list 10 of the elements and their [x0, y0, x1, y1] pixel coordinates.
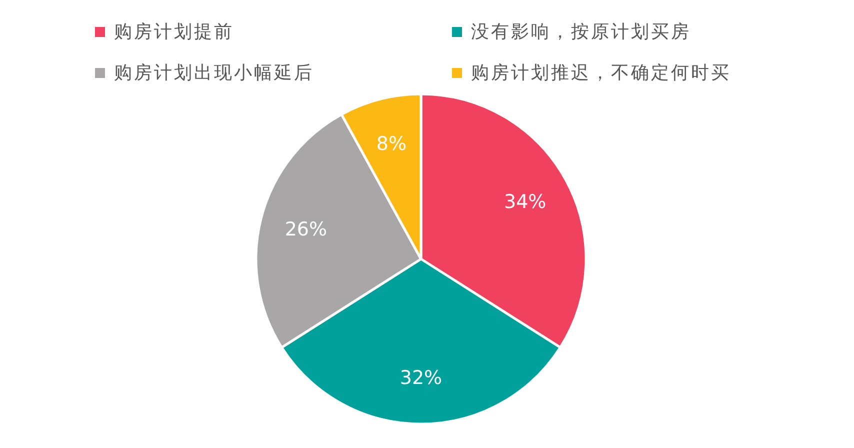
pie-slice	[255, 113, 422, 349]
legend-label: 没有影响，按原计划买房	[471, 22, 691, 42]
legend-label: 购房计划出现小幅延后	[114, 62, 314, 84]
data-label: 26%	[284, 218, 328, 240]
data-label: 34%	[504, 190, 546, 213]
data-label: 32%	[400, 366, 442, 389]
pie-slice	[340, 92, 422, 260]
legend-label: 购房计划提前	[114, 22, 234, 42]
legend-label: 购房计划推迟，不确定何时买	[471, 62, 731, 84]
data-label: 8%	[376, 132, 407, 155]
